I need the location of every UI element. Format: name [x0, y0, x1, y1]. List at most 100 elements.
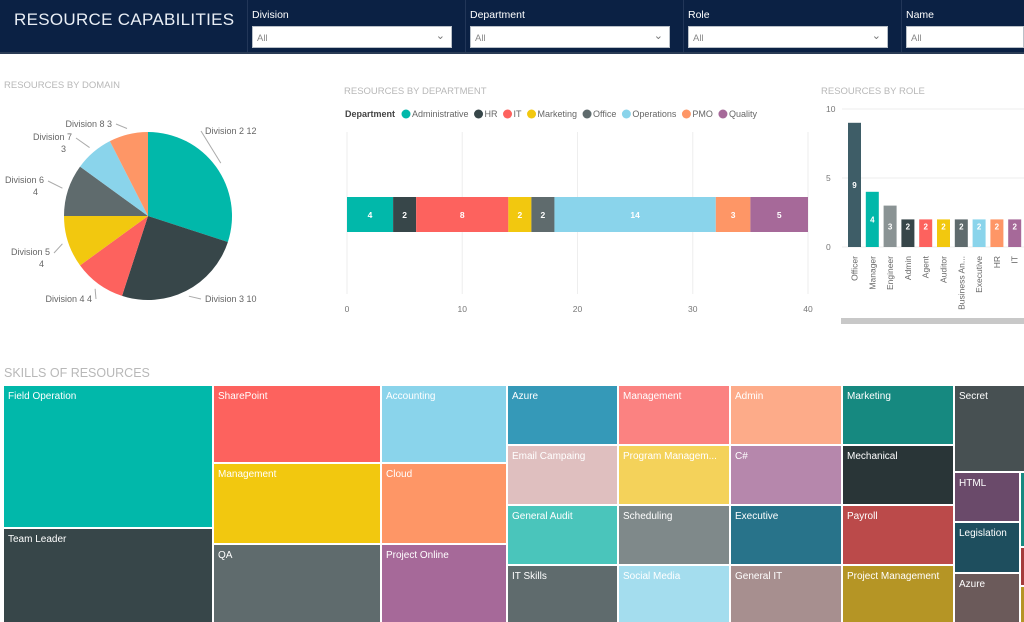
bar-data-label: 4 — [368, 210, 373, 220]
pie-data-label: Division 5 — [11, 247, 50, 257]
legend-item[interactable]: Marketing — [538, 109, 578, 119]
division-dropdown[interactable]: All ⌄ — [252, 26, 452, 48]
treemap-tile[interactable]: Accounting — [382, 386, 506, 462]
treemap-tile[interactable] — [1021, 587, 1024, 622]
name-value: All — [911, 33, 922, 44]
bar-segment[interactable] — [554, 197, 716, 232]
treemap-tile[interactable]: HTML — [955, 473, 1019, 521]
treemap-tile[interactable]: Marketing — [843, 386, 953, 444]
role-bar[interactable] — [1008, 219, 1022, 247]
treemap-tile[interactable]: Executive — [731, 506, 841, 564]
treemap-tile[interactable]: General Audit — [508, 506, 617, 564]
treemap-tile[interactable]: Admin — [731, 386, 841, 444]
bar-data-label: 2 — [402, 210, 407, 220]
role-bar[interactable] — [919, 219, 933, 247]
treemap-tile[interactable]: IT Skills — [508, 566, 617, 622]
treemap-tile[interactable]: Program Managem... — [619, 446, 729, 504]
treemap-tile[interactable]: C# — [731, 446, 841, 504]
role-bar[interactable] — [883, 205, 897, 247]
treemap-tile[interactable] — [1021, 473, 1024, 546]
bar-data-label: 3 — [888, 222, 893, 231]
legend-marker — [401, 109, 411, 119]
role-bar[interactable] — [865, 191, 879, 247]
treemap-tile[interactable]: General IT — [731, 566, 841, 622]
department-dropdown[interactable]: All ⌄ — [470, 26, 670, 48]
legend-item[interactable]: Office — [593, 109, 616, 119]
pie-slice[interactable] — [80, 141, 148, 216]
bar-data-label: 2 — [995, 222, 1000, 231]
header-bar: RESOURCE CAPABILITIES Division All ⌄ Depa… — [0, 0, 1024, 54]
legend-item[interactable]: Quality — [729, 109, 758, 119]
treemap-tile[interactable]: Email Campaing — [508, 446, 617, 504]
bar-segment[interactable] — [347, 197, 394, 232]
bar-segment[interactable] — [508, 197, 532, 232]
treemap-tile[interactable]: Project Management — [843, 566, 953, 622]
pie-data-label: Division 8 3 — [65, 119, 112, 129]
treemap-tile[interactable]: Scheduling — [619, 506, 729, 564]
legend-item[interactable]: IT — [514, 109, 523, 119]
treemap-tile[interactable]: Payroll — [843, 506, 953, 564]
bar-segment[interactable] — [715, 197, 751, 232]
department-label: Department — [470, 9, 525, 21]
legend-marker — [474, 109, 484, 119]
pie-slice[interactable] — [64, 166, 148, 216]
x-category-label: Engineer — [885, 256, 895, 290]
treemap-tile[interactable]: Secret — [955, 386, 1024, 471]
role-bar[interactable] — [901, 219, 915, 247]
pie-data-label: Division 3 10 — [205, 294, 257, 304]
legend-marker — [527, 109, 537, 119]
role-bar[interactable] — [972, 219, 986, 247]
treemap-tile[interactable]: Azure — [508, 386, 617, 444]
legend-item[interactable]: Administrative — [412, 109, 469, 119]
role-dropdown[interactable]: All ⌄ — [688, 26, 888, 48]
role-bar[interactable] — [848, 122, 861, 247]
x-tick-label: 20 — [573, 304, 583, 314]
pie-slice[interactable] — [80, 216, 148, 296]
treemap-tile[interactable]: Field Operation — [4, 386, 212, 527]
treemap-tile[interactable]: Azure — [955, 574, 1019, 622]
bar-segment[interactable] — [531, 197, 555, 232]
page-title: RESOURCE CAPABILITIES — [14, 10, 235, 29]
treemap-tile[interactable]: Team Leader — [4, 529, 212, 622]
legend-item[interactable]: Operations — [632, 109, 677, 119]
bar-segment[interactable] — [393, 197, 417, 232]
name-label: Name — [906, 9, 935, 21]
x-tick-label: 30 — [688, 304, 698, 314]
treemap-tile[interactable]: Legislation — [955, 523, 1019, 572]
skills-chart-title: SKILLS OF RESOURCES — [4, 366, 150, 380]
legend-marker — [681, 109, 691, 119]
treemap-tile[interactable]: Project Online — [382, 545, 506, 622]
pie-slice[interactable] — [109, 132, 148, 216]
pie-data-label: Division 7 — [33, 132, 72, 142]
treemap-tile[interactable] — [1021, 548, 1024, 585]
bar-data-label: 3 — [731, 210, 736, 220]
role-bar[interactable] — [954, 219, 968, 247]
treemap-tile[interactable]: Social Media — [619, 566, 729, 622]
bar-segment[interactable] — [416, 197, 509, 232]
pie-slice[interactable] — [64, 216, 148, 266]
treemap-tile[interactable]: Management — [619, 386, 729, 444]
legend-item[interactable]: HR — [485, 109, 498, 119]
role-bar[interactable] — [937, 219, 950, 247]
treemap-tile[interactable]: Mechanical — [843, 446, 953, 504]
horizontal-scrollbar[interactable] — [841, 318, 1024, 324]
department-chart-title: RESOURCES BY DEPARTMENT — [344, 86, 487, 97]
role-bar[interactable] — [990, 219, 1004, 247]
treemap-tile[interactable]: QA — [214, 545, 380, 622]
pie-leader-line — [115, 123, 128, 129]
legend-item[interactable]: PMO — [692, 109, 713, 119]
treemap-tile[interactable]: SharePoint — [214, 386, 380, 462]
treemap-tile[interactable]: Cloud — [382, 464, 506, 543]
chevron-down-icon: ⌄ — [435, 29, 445, 42]
treemap-tile[interactable]: Management — [214, 464, 380, 543]
bar-segment[interactable] — [750, 197, 808, 232]
x-category-label: Officer — [850, 256, 860, 281]
pie-slice[interactable] — [148, 132, 232, 242]
bar-data-label: 8 — [460, 210, 465, 220]
legend-title: Department — [345, 109, 395, 119]
x-tick-label: 10 — [458, 304, 468, 314]
bar-data-label: 4 — [870, 215, 875, 224]
role-slicer: Role All ⌄ — [683, 0, 901, 52]
pie-slice[interactable] — [122, 216, 228, 300]
